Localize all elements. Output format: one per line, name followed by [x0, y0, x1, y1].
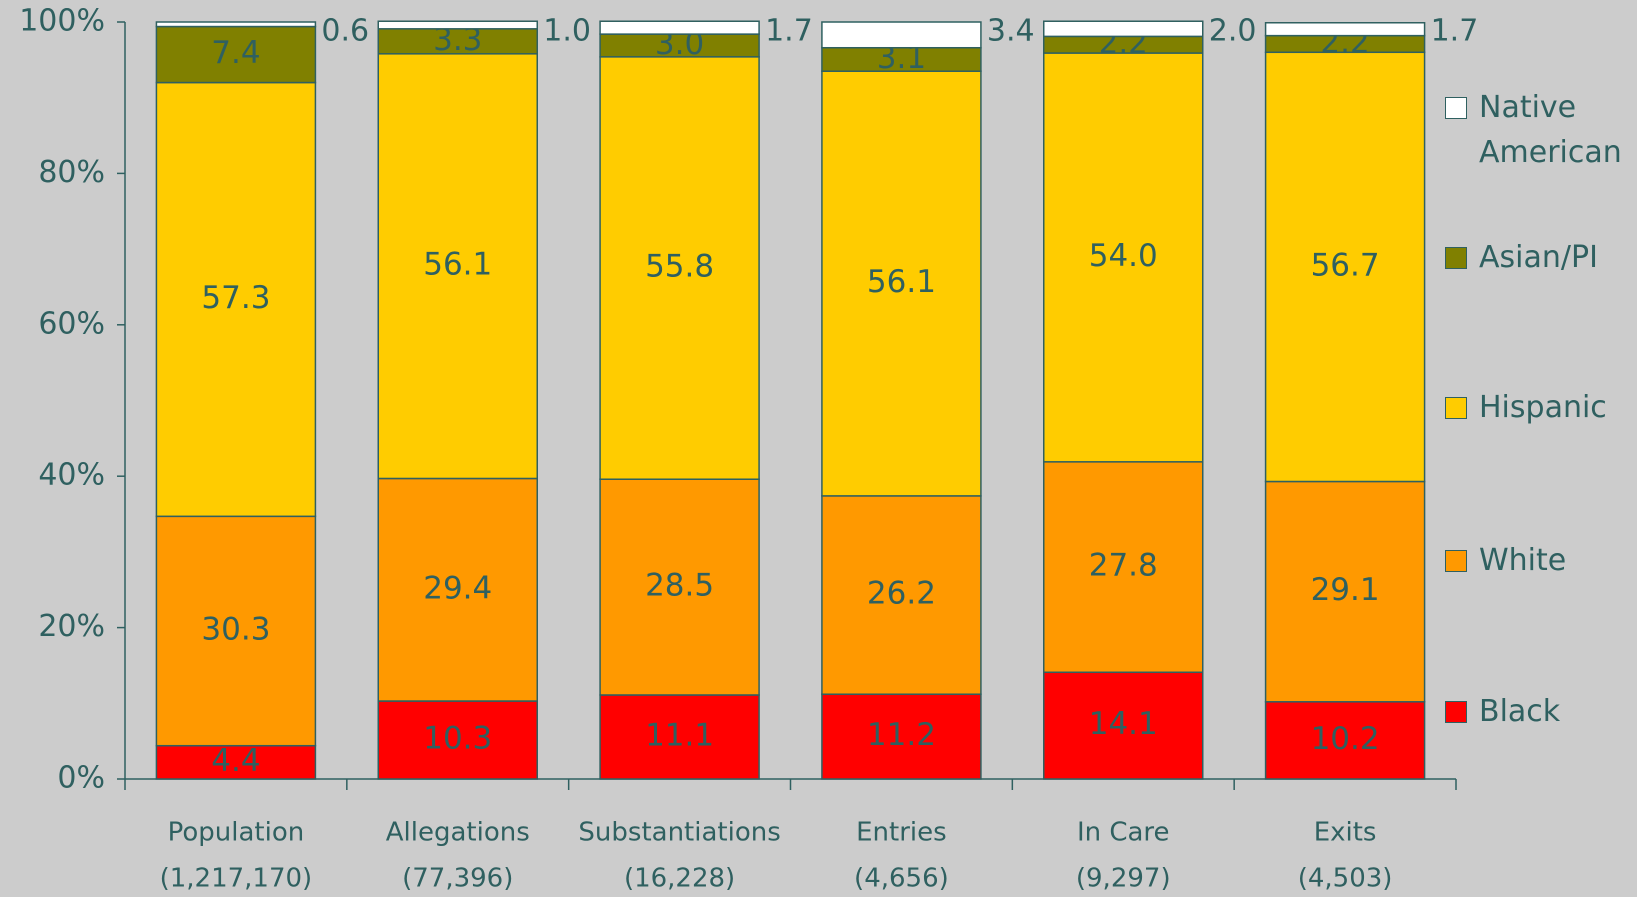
x-tick-count: (1,217,170)	[160, 864, 313, 894]
x-tick-label: Allegations	[386, 818, 530, 848]
data-label: 3.4	[987, 14, 1035, 49]
y-tick-label: 40%	[38, 458, 105, 493]
bar-segment	[599, 694, 760, 780]
x-tick-label: Exits	[1314, 818, 1377, 848]
legend-label: Native American	[1479, 90, 1622, 170]
data-label: 1.0	[543, 14, 591, 49]
bar-segment	[1043, 461, 1204, 674]
bar-segment	[821, 495, 982, 695]
bar-segment	[1264, 51, 1426, 483]
bar-segment	[821, 21, 982, 49]
bar-segment	[155, 21, 317, 28]
legend-label: Hispanic	[1479, 390, 1607, 425]
y-tick-label: 100%	[19, 4, 105, 39]
data-label: 2.0	[1209, 14, 1257, 49]
x-tick-label: Substantiations	[578, 818, 780, 848]
x-tick-count: (77,396)	[402, 864, 513, 894]
data-label: 11.1	[645, 717, 714, 753]
bar-segment	[1043, 20, 1204, 38]
data-label: 29.4	[423, 570, 492, 606]
bar-segment	[1264, 22, 1426, 37]
legend-label: Black	[1479, 694, 1561, 729]
legend-swatch	[1445, 701, 1467, 723]
x-tick-count: (16,228)	[624, 864, 735, 894]
legend-item: Asian/PI	[1445, 235, 1629, 280]
data-label: 4.4	[211, 743, 260, 779]
bar-segment	[155, 25, 317, 84]
data-label: 56.1	[423, 247, 492, 283]
bar-segment	[599, 20, 760, 35]
bar-segment	[599, 56, 760, 480]
y-tick-label: 80%	[38, 155, 105, 190]
legend-label: White	[1479, 543, 1567, 578]
bar-segment	[821, 70, 982, 497]
legend-item: Native American	[1445, 85, 1629, 175]
data-label: 54.0	[1089, 238, 1158, 274]
bar-segment	[599, 478, 760, 696]
bar-segment	[377, 700, 538, 780]
legend-swatch	[1445, 247, 1467, 269]
bar-segment	[155, 515, 317, 747]
data-label: 1.7	[765, 14, 813, 49]
legend-item: Hispanic	[1445, 385, 1629, 430]
bar-segment	[155, 744, 317, 780]
x-tick-label: Population	[168, 818, 305, 848]
legend-item: White	[1445, 538, 1629, 583]
data-label: 27.8	[1089, 548, 1158, 584]
data-label: 56.1	[867, 264, 936, 300]
data-label: 14.1	[1089, 706, 1158, 742]
bar-segment	[377, 20, 538, 30]
data-label: 10.3	[423, 721, 492, 757]
bar-segment	[155, 81, 317, 518]
y-tick-label: 0%	[57, 761, 105, 796]
legend-swatch	[1445, 97, 1467, 119]
x-tick-label: Entries	[856, 818, 947, 848]
data-label: 56.7	[1311, 247, 1380, 283]
bar-segment	[377, 477, 538, 702]
y-tick-label: 20%	[38, 609, 105, 644]
data-label: 7.4	[211, 35, 260, 71]
data-label: 11.2	[867, 717, 936, 753]
legend-swatch	[1445, 397, 1467, 419]
legend-item: Black	[1445, 689, 1629, 734]
y-tick-label: 60%	[38, 306, 105, 341]
bar-segment	[1043, 671, 1204, 780]
data-label: 26.2	[867, 576, 936, 612]
bar-segment	[821, 693, 982, 780]
data-label: 10.2	[1311, 721, 1380, 757]
bar-segment	[1264, 480, 1426, 703]
data-label: 57.3	[201, 280, 270, 316]
x-tick-count: (4,656)	[854, 864, 949, 894]
data-label: 0.6	[321, 14, 369, 49]
x-tick-count: (4,503)	[1298, 864, 1393, 894]
data-label: 29.1	[1311, 572, 1380, 608]
legend-swatch	[1445, 550, 1467, 572]
data-label: 30.3	[201, 612, 270, 648]
legend-label: Asian/PI	[1479, 240, 1598, 275]
data-label: 1.7	[1431, 14, 1479, 49]
x-tick-count: (9,297)	[1076, 864, 1171, 894]
x-tick-label: In Care	[1077, 818, 1170, 848]
bar-segment	[377, 28, 538, 55]
data-label: 55.8	[645, 249, 714, 285]
data-label: 28.5	[645, 568, 714, 604]
